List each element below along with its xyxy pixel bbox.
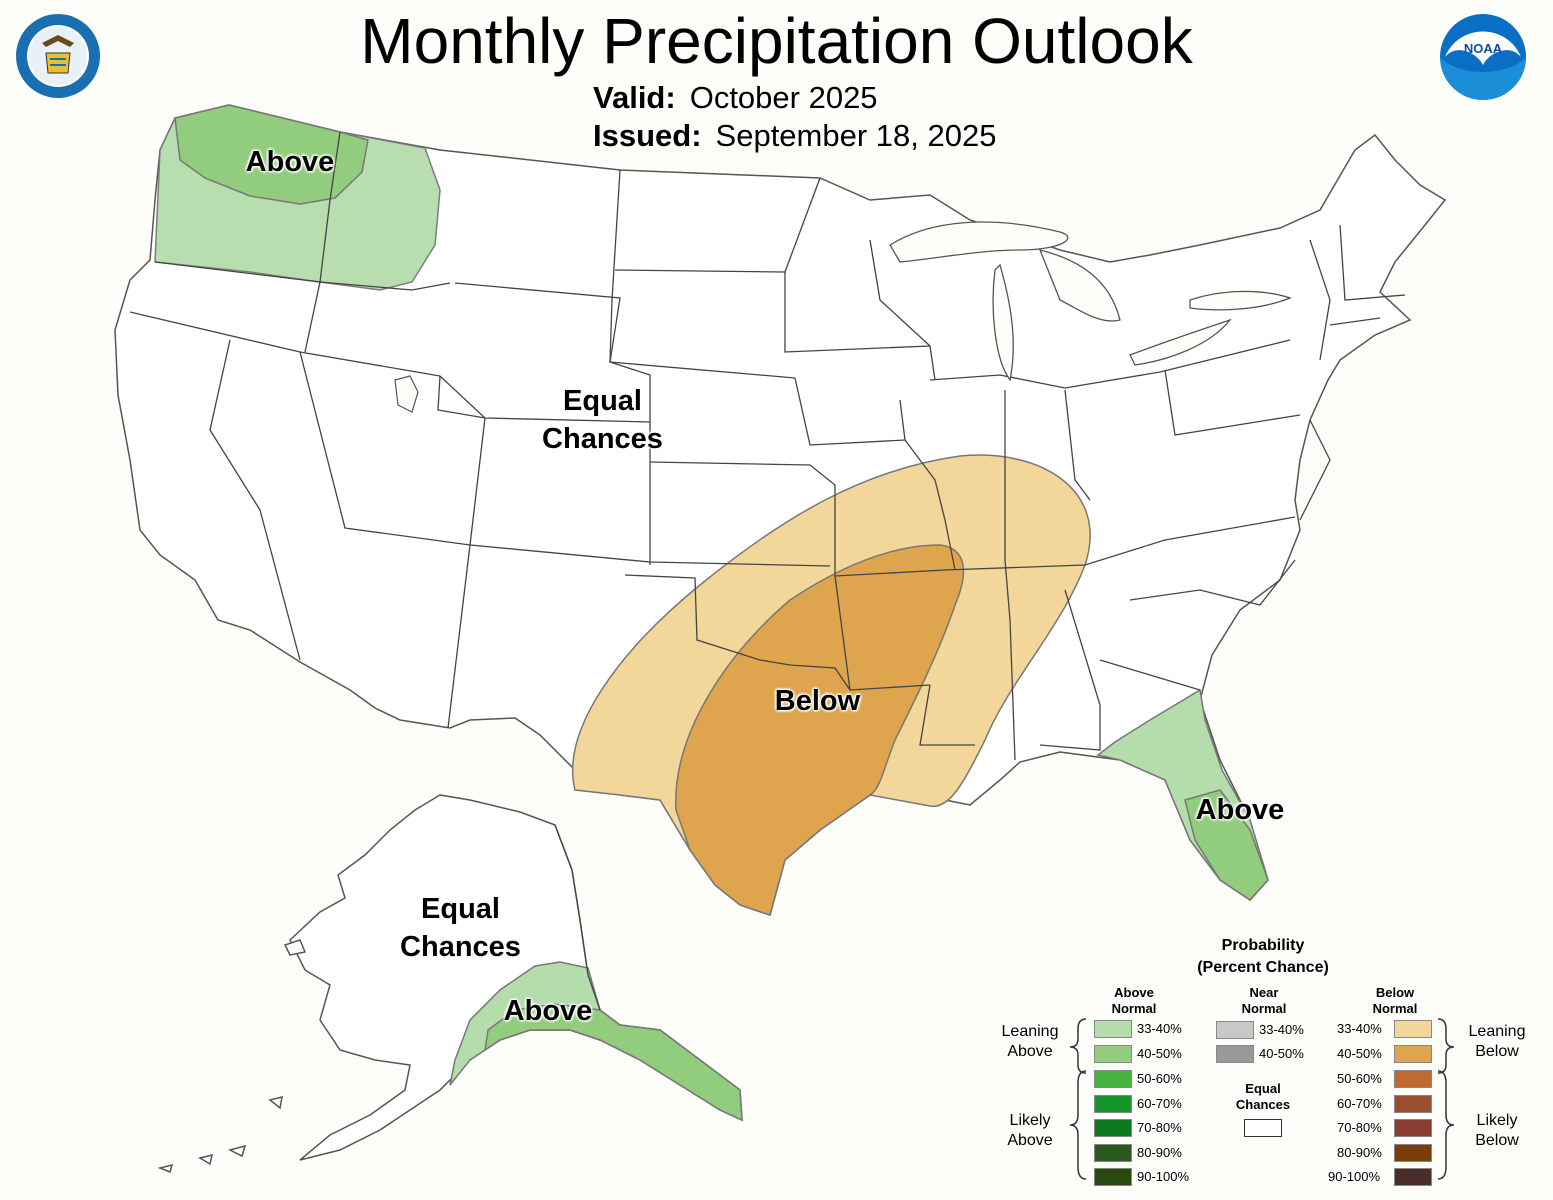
state-boundaries xyxy=(129,131,1406,761)
legend-above-swatch-4 xyxy=(1094,1095,1132,1113)
legend-above-normal-header: Above Normal xyxy=(1084,985,1184,1017)
noaa-logo: NOAA xyxy=(1440,14,1526,100)
issued-line: Issued: September 18, 2025 xyxy=(593,118,996,154)
great-lakes xyxy=(889,221,1292,382)
legend-likely-above-line1: Likely xyxy=(1009,1112,1051,1129)
legend-below-swatch-5 xyxy=(1394,1119,1432,1137)
valid-label: Valid: xyxy=(593,80,676,115)
label-central-equal: Equal xyxy=(563,385,642,417)
page-title: Monthly Precipitation Outlook xyxy=(360,5,1193,77)
legend-above-range-3: 50-60% xyxy=(1137,1071,1182,1086)
legend-likely-below-line2: Below xyxy=(1475,1132,1519,1149)
south-below-40-50-region xyxy=(675,544,965,916)
legend-above-range-6: 80-90% xyxy=(1137,1145,1182,1160)
label-central-equal-chances: Equal Chances xyxy=(520,382,685,458)
legend-above-range-7: 90-100% xyxy=(1137,1169,1190,1184)
issued-value: September 18, 2025 xyxy=(715,118,997,153)
legend-title-line1: Probability xyxy=(1221,937,1305,954)
legend-near-swatch-2 xyxy=(1216,1045,1254,1063)
valid-line: Valid: October 2025 xyxy=(593,80,878,116)
legend-leaning-below: Leaning Below xyxy=(1452,1022,1542,1062)
legend-likely-above: Likely Above xyxy=(985,1111,1075,1151)
legend-below-swatch-6 xyxy=(1394,1144,1432,1162)
legend-equal-chances-swatch xyxy=(1244,1119,1282,1137)
legend-below-range-7: 90-100% xyxy=(1328,1169,1381,1184)
label-south-below: Below xyxy=(774,685,861,717)
legend-below-range-1: 33-40% xyxy=(1337,1021,1382,1036)
legend-equal-chances-label: Equal Chances xyxy=(1213,1081,1313,1113)
legend-near-header-line2: Normal xyxy=(1241,1001,1287,1016)
label-alaska-above: Above xyxy=(503,995,593,1027)
department-of-commerce-seal xyxy=(16,14,100,98)
legend-below-swatch-2 xyxy=(1394,1045,1432,1063)
legend-above-swatch-5 xyxy=(1094,1119,1132,1137)
legend-above-range-4: 60-70% xyxy=(1137,1096,1182,1111)
legend-leaning-below-line2: Below xyxy=(1475,1043,1519,1060)
legend-below-range-5: 70-80% xyxy=(1337,1120,1382,1135)
noaa-logo-text: NOAA xyxy=(1464,41,1503,56)
legend-likely-below: Likely Below xyxy=(1452,1111,1542,1151)
alaska-above-40-50-region xyxy=(484,1003,743,1122)
legend-near-range-2: 40-50% xyxy=(1259,1046,1304,1061)
legend-below-range-6: 80-90% xyxy=(1337,1145,1382,1160)
label-alaska-equal-chances: Equal Chances xyxy=(378,890,543,966)
great-salt-lake xyxy=(394,375,419,413)
legend-below-range-2: 40-50% xyxy=(1337,1046,1382,1061)
valid-value: October 2025 xyxy=(689,80,878,115)
legend-likely-below-line1: Likely xyxy=(1476,1112,1518,1129)
legend-title-line2: (Percent Chance) xyxy=(1197,959,1329,976)
legend-equal-chances-line2: Chances xyxy=(1235,1097,1291,1112)
legend-below-range-4: 60-70% xyxy=(1337,1096,1382,1111)
legend-leaning-above: Leaning Above xyxy=(985,1022,1075,1062)
legend-near-header-line1: Near xyxy=(1249,985,1279,1000)
label-northwest-above: Above xyxy=(245,146,335,178)
legend-above-swatch-6 xyxy=(1094,1144,1132,1162)
legend-above-header-line2: Normal xyxy=(1111,1001,1157,1016)
legend-near-swatch-1 xyxy=(1216,1021,1254,1039)
legend-below-swatch-3 xyxy=(1394,1070,1432,1088)
legend-below-normal-header: Below Normal xyxy=(1345,985,1445,1017)
legend-leaning-below-line1: Leaning xyxy=(1468,1023,1526,1040)
legend-below-header-line2: Normal xyxy=(1372,1001,1418,1016)
alaska-landmass xyxy=(289,794,743,1161)
label-florida-above: Above xyxy=(1195,794,1285,826)
legend-title: Probability (Percent Chance) xyxy=(1150,935,1376,979)
florida-above-40-50-region xyxy=(1184,789,1269,901)
legend-below-swatch-1 xyxy=(1394,1020,1432,1038)
alaska-islands xyxy=(157,939,307,1174)
legend-equal-chances-line1: Equal xyxy=(1245,1081,1281,1096)
legend-below-range-3: 50-60% xyxy=(1337,1071,1382,1086)
legend-above-range-2: 40-50% xyxy=(1137,1046,1182,1061)
legend-above-range-1: 33-40% xyxy=(1137,1021,1182,1036)
label-central-chances: Chances xyxy=(542,423,663,455)
legend-near-normal-header: Near Normal xyxy=(1214,985,1314,1017)
legend-right-braces xyxy=(1437,1018,1455,1180)
legend-below-header-line1: Below xyxy=(1375,985,1415,1000)
alaska-canada-border xyxy=(554,824,601,1011)
legend-above-header-line1: Above xyxy=(1114,985,1154,1000)
legend-below-swatch-4 xyxy=(1394,1095,1432,1113)
legend-above-range-5: 70-80% xyxy=(1137,1120,1182,1135)
label-alaska-chances: Chances xyxy=(400,931,521,963)
legend-above-swatch-1 xyxy=(1094,1020,1132,1038)
nw-above-40-50-region xyxy=(174,104,369,205)
legend-above-swatch-7 xyxy=(1094,1168,1132,1186)
legend-likely-above-line2: Above xyxy=(1007,1132,1053,1149)
legend-below-swatch-7 xyxy=(1394,1168,1432,1186)
legend-leaning-above-line2: Above xyxy=(1007,1043,1053,1060)
issued-label: Issued: xyxy=(593,118,702,153)
legend-above-swatch-3 xyxy=(1094,1070,1132,1088)
legend-left-braces xyxy=(1069,1018,1087,1180)
label-alaska-equal: Equal xyxy=(421,893,500,925)
legend-above-swatch-2 xyxy=(1094,1045,1132,1063)
legend-leaning-above-line1: Leaning xyxy=(1001,1023,1059,1040)
legend-near-range-1: 33-40% xyxy=(1259,1022,1304,1037)
